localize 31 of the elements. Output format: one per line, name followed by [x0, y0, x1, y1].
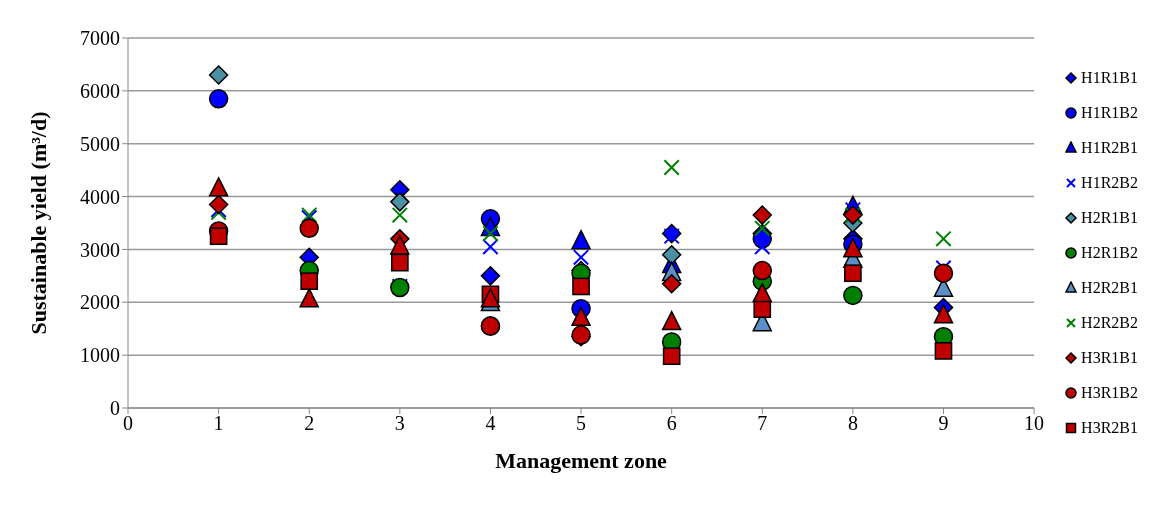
- x-tick-label: 10: [1024, 412, 1045, 435]
- legend-label: H3R1B1: [1081, 349, 1138, 367]
- legend-label: H3R2B1: [1081, 419, 1138, 437]
- x-tick-label: 7: [757, 412, 768, 435]
- y-tick-label: 2000: [80, 291, 120, 314]
- x-tick-label: 9: [938, 412, 949, 435]
- x-tick-label: 5: [576, 412, 587, 435]
- x-tick-label: 8: [847, 412, 858, 435]
- y-tick-label: 1000: [80, 344, 120, 367]
- legend-label: H2R2B2: [1081, 314, 1138, 332]
- x-tick-label: 6: [666, 412, 677, 435]
- y-tick-label: 5000: [80, 132, 120, 155]
- legend-label: H2R1B2: [1081, 244, 1138, 262]
- legend-label: H2R1B1: [1081, 209, 1138, 227]
- x-axis-title: Management zone: [495, 448, 668, 473]
- y-axis-title: Sustainable yield (m³/d): [25, 111, 51, 335]
- legend-label: H2R2B1: [1081, 279, 1138, 297]
- legend-label: H3R1B2: [1081, 384, 1138, 402]
- legend-label: H1R1B1: [1081, 69, 1138, 87]
- y-tick-label: 3000: [80, 238, 120, 261]
- legend-label: H1R2B1: [1081, 139, 1138, 157]
- y-tick-label: 0: [110, 397, 120, 420]
- x-tick-label: 3: [394, 412, 405, 435]
- y-tick-label: 4000: [80, 185, 120, 208]
- y-tick-label: 7000: [80, 27, 120, 50]
- x-tick-label: 4: [485, 412, 496, 435]
- legend-label: H1R1B2: [1081, 104, 1138, 122]
- x-tick-label: 2: [304, 412, 315, 435]
- y-tick-label: 6000: [80, 79, 120, 102]
- x-tick-label: 1: [213, 412, 224, 435]
- legend-label: H1R2B2: [1081, 174, 1138, 192]
